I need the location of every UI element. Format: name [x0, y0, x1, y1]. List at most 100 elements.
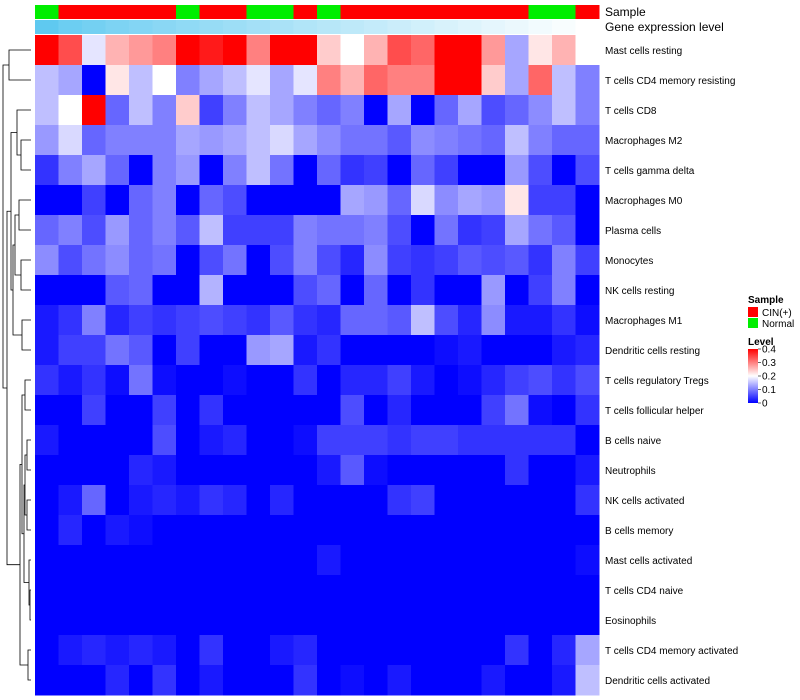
heatmap-cell [223, 335, 247, 366]
heatmap-cell [129, 35, 153, 66]
expression-annotation-cell [246, 20, 271, 34]
heatmap-cell [434, 455, 459, 486]
heatmap-cell [458, 275, 482, 306]
heatmap-cell [35, 95, 59, 126]
heatmap-cell [340, 245, 365, 276]
heatmap-cell [528, 665, 553, 696]
heatmap-cell [199, 125, 224, 156]
heatmap-cell [129, 605, 153, 636]
heatmap-cell [129, 455, 153, 486]
heatmap-cell [246, 215, 271, 246]
heatmap-cell [152, 635, 177, 666]
heatmap-cell [105, 335, 130, 366]
heatmap-cell [528, 95, 553, 126]
heatmap-cell [340, 605, 365, 636]
heatmap-cell [199, 365, 224, 396]
heatmap-cell [199, 275, 224, 306]
heatmap-cell [528, 425, 553, 456]
heatmap-cell [317, 575, 341, 606]
row-label: T cells follicular helper [605, 406, 704, 417]
heatmap-cell [152, 455, 177, 486]
expression-annotation-cell [176, 20, 200, 34]
heatmap-cell [105, 665, 130, 696]
legend-level-title: Level [748, 337, 774, 348]
heatmap-cell [223, 35, 247, 66]
heatmap-cell [270, 455, 294, 486]
heatmap-cell [152, 425, 177, 456]
row-label: B cells naive [605, 436, 662, 447]
heatmap-cell [434, 155, 459, 186]
heatmap-cell [458, 215, 482, 246]
heatmap-cell [317, 335, 341, 366]
heatmap-cell [35, 65, 59, 96]
sample-annotation-cell [82, 5, 106, 19]
dendrogram-branch [16, 109, 31, 156]
row-label: Eosinophils [605, 616, 656, 627]
heatmap-cell [364, 35, 388, 66]
heatmap-cell [340, 455, 365, 486]
heatmap-cell [505, 125, 529, 156]
expression-annotation-cell [364, 20, 388, 34]
heatmap-cell [528, 605, 553, 636]
heatmap-cell [528, 395, 553, 426]
heatmap-cell [223, 275, 247, 306]
heatmap-cell [270, 605, 294, 636]
heatmap-cell [575, 125, 600, 156]
heatmap-cell [270, 35, 294, 66]
heatmap-cell [505, 215, 529, 246]
heatmap-cell [411, 545, 435, 576]
heatmap-cell [270, 365, 294, 396]
heatmap-cell [199, 335, 224, 366]
heatmap-cell [82, 305, 106, 336]
sample-annotation-cell [317, 5, 341, 19]
heatmap-cell [58, 275, 83, 306]
expression-annotation-cell [223, 20, 247, 34]
heatmap-cell [411, 125, 435, 156]
heatmap-cell [293, 335, 318, 366]
sample-annotation-cell [270, 5, 294, 19]
legend-swatch-normal [748, 318, 758, 328]
heatmap-cell [481, 215, 506, 246]
legend-sample-title: Sample [748, 295, 784, 306]
heatmap-cell [317, 395, 341, 426]
heatmap-cell [223, 605, 247, 636]
heatmap-cell [246, 245, 271, 276]
heatmap-cell [176, 425, 200, 456]
heatmap-cell [340, 125, 365, 156]
heatmap-cell [458, 335, 482, 366]
heatmap-cell [458, 575, 482, 606]
heatmap-cell [458, 425, 482, 456]
heatmap-cell [129, 95, 153, 126]
heatmap-cell [152, 35, 177, 66]
heatmap-cell [528, 185, 553, 216]
heatmap-cell [505, 515, 529, 546]
expression-annotation-cell [152, 20, 177, 34]
heatmap-cell [152, 215, 177, 246]
heatmap-cell [246, 395, 271, 426]
heatmap-cell [246, 485, 271, 516]
heatmap-cell [129, 545, 153, 576]
heatmap-cell [58, 215, 83, 246]
dendrogram-branch [10, 132, 17, 291]
heatmap-cell [411, 665, 435, 696]
heatmap-cell [575, 635, 600, 666]
sample-annotation-cell [434, 5, 459, 19]
heatmap-cell [481, 305, 506, 336]
row-labels: Mast cells resting T cells CD4 memory res… [605, 46, 738, 687]
heatmap-cell [35, 185, 59, 216]
heatmap-cell [364, 215, 388, 246]
heatmap-cell [552, 65, 576, 96]
heatmap-cell [434, 35, 459, 66]
expression-annotation-cell [458, 20, 482, 34]
heatmap-cell [270, 305, 294, 336]
heatmap-cell [105, 455, 130, 486]
heatmap-cell [411, 245, 435, 276]
heatmap-cell [58, 395, 83, 426]
heatmap-cell [458, 545, 482, 576]
heatmap-cell [58, 305, 83, 336]
heatmap-cell [176, 545, 200, 576]
row-label: NK cells activated [605, 496, 684, 507]
heatmap-cell [575, 425, 600, 456]
heatmap-cell [270, 635, 294, 666]
heatmap-cell [340, 395, 365, 426]
